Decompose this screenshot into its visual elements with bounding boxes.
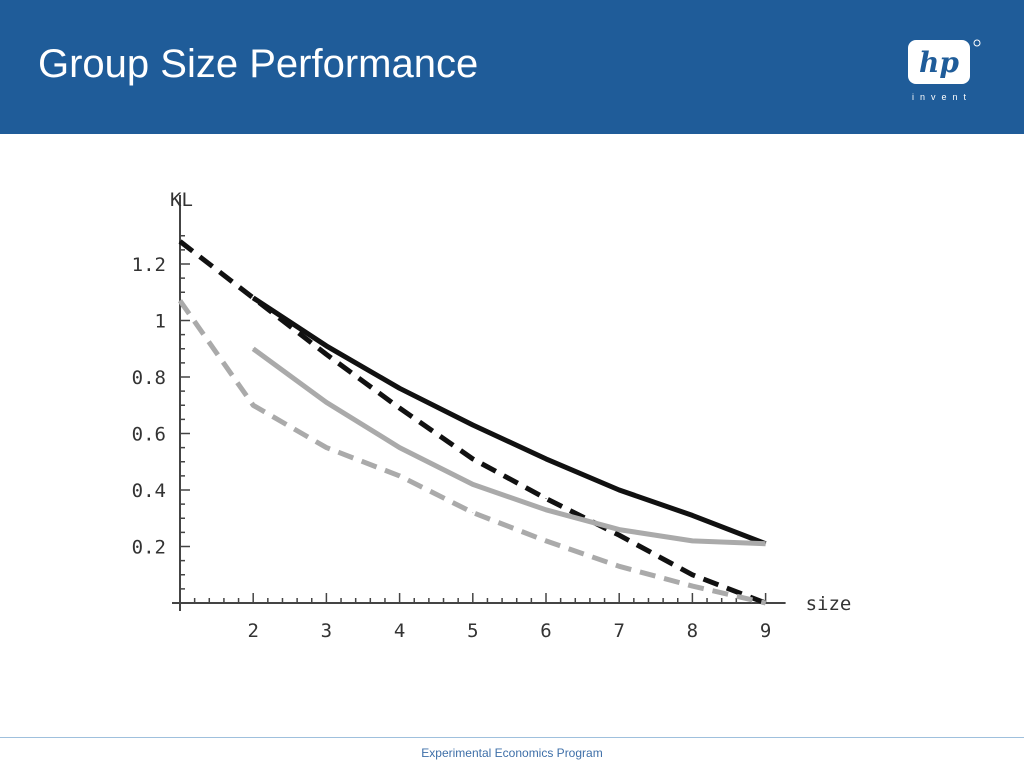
chart-svg: 0.2 0.4 0.6 0.8 1 1.2 2 3 4 5 6 7 8 9 KL size bbox=[132, 189, 852, 642]
data-point bbox=[618, 534, 620, 536]
data-point bbox=[472, 424, 474, 426]
footer-divider bbox=[0, 737, 1024, 738]
data-point bbox=[618, 529, 620, 531]
page-title: Group Size Performance bbox=[38, 42, 479, 86]
data-point bbox=[691, 585, 693, 587]
chart-labels: 0.2 0.4 0.6 0.8 1 1.2 2 3 4 5 6 7 8 9 KL size bbox=[132, 189, 852, 642]
footer-text: Experimental Economics Program bbox=[421, 746, 603, 760]
data-point bbox=[325, 353, 327, 355]
y-tick-label: 1 bbox=[155, 311, 166, 333]
hp-logo-mark: hp bbox=[919, 46, 959, 79]
x-tick-label: 4 bbox=[394, 620, 405, 642]
data-point bbox=[545, 540, 547, 542]
x-tick-label: 5 bbox=[467, 620, 478, 642]
y-axis-label: KL bbox=[170, 189, 193, 211]
hp-logo: hp invent bbox=[908, 39, 981, 102]
y-tick-label: 0.8 bbox=[132, 367, 166, 389]
data-point bbox=[618, 489, 620, 491]
data-point bbox=[399, 447, 401, 449]
data-point bbox=[691, 514, 693, 516]
data-point bbox=[545, 497, 547, 499]
data-point bbox=[545, 509, 547, 511]
series-line-4 bbox=[177, 299, 767, 606]
x-tick-label: 8 bbox=[687, 620, 698, 642]
header-bar: Group Size Performance hp invent bbox=[0, 0, 1024, 134]
axes bbox=[172, 195, 786, 611]
data-point bbox=[179, 240, 181, 242]
data-point bbox=[399, 407, 401, 409]
chart: 0.2 0.4 0.6 0.8 1 1.2 2 3 4 5 6 7 8 9 KL size bbox=[110, 170, 890, 650]
data-point bbox=[325, 345, 327, 347]
data-point bbox=[179, 300, 181, 302]
hp-logo-tagline: invent bbox=[912, 92, 972, 102]
x-tick-label: 9 bbox=[760, 620, 771, 642]
data-point bbox=[325, 447, 327, 449]
data-point bbox=[252, 404, 254, 406]
data-point bbox=[252, 348, 254, 350]
series-line-1 bbox=[251, 295, 767, 547]
data-point bbox=[472, 483, 474, 485]
x-tick-label: 3 bbox=[321, 620, 332, 642]
data-point bbox=[399, 475, 401, 477]
data-point bbox=[691, 540, 693, 542]
data-point bbox=[765, 602, 767, 604]
data-point bbox=[252, 297, 254, 299]
data-point bbox=[472, 458, 474, 460]
x-tick-label: 7 bbox=[613, 620, 624, 642]
x-tick-label: 6 bbox=[540, 620, 551, 642]
x-axis-label: size bbox=[806, 593, 852, 615]
data-point bbox=[325, 401, 327, 403]
series-layer bbox=[177, 239, 767, 606]
data-point bbox=[618, 565, 620, 567]
data-point bbox=[691, 574, 693, 576]
data-point bbox=[399, 387, 401, 389]
y-tick-label: 0.6 bbox=[132, 424, 166, 446]
data-point bbox=[765, 543, 767, 545]
series-line-3 bbox=[251, 346, 766, 547]
y-tick-label: 0.2 bbox=[132, 537, 166, 559]
data-point bbox=[545, 458, 547, 460]
x-tick-label: 2 bbox=[247, 620, 258, 642]
series-line-2 bbox=[178, 239, 767, 606]
data-point bbox=[472, 512, 474, 514]
y-tick-label: 1.2 bbox=[132, 254, 166, 276]
y-tick-label: 0.4 bbox=[132, 480, 166, 502]
